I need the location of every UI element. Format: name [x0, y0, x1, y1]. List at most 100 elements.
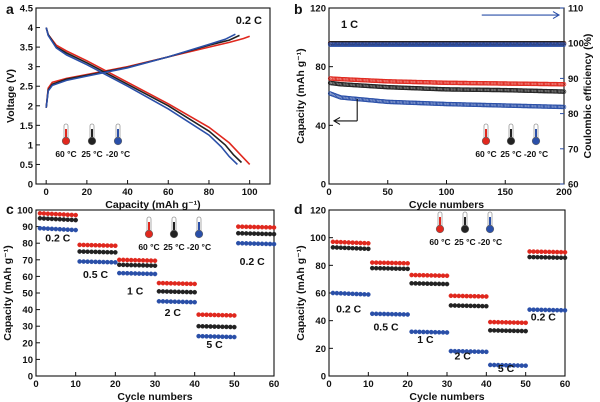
- rate-point: [136, 257, 142, 263]
- capacity-point: [561, 104, 567, 110]
- efficiency-axis-arrow: [481, 11, 561, 20]
- rate-point: [334, 245, 340, 250]
- rate-label: 1 C: [417, 334, 434, 346]
- thermometer-bulb: [194, 229, 204, 239]
- rate-label: 5 C: [206, 339, 223, 351]
- thermometer-mercury: [535, 129, 537, 139]
- rate-point: [140, 263, 146, 268]
- rate-point: [192, 289, 197, 295]
- rate-point: [144, 271, 150, 277]
- rate-label: 0.5 C: [83, 269, 109, 281]
- rate-point: [263, 241, 269, 247]
- rate-point: [128, 271, 134, 276]
- rate-point: [235, 240, 241, 246]
- rate-point: [334, 290, 340, 296]
- rate-point: [350, 240, 355, 245]
- rate-point: [440, 273, 446, 278]
- rate-label: 0.2 C: [240, 256, 266, 268]
- rate-label: 5 C: [498, 363, 515, 375]
- rate-point: [515, 320, 521, 325]
- rate-point: [495, 319, 501, 325]
- rate-point: [342, 245, 348, 251]
- rate-point: [180, 289, 186, 295]
- rate-point: [389, 311, 395, 317]
- rate-point: [397, 266, 403, 271]
- thermometer-bulb: [144, 229, 154, 239]
- y-tick-label: 20: [22, 338, 33, 349]
- rate-point: [255, 224, 261, 230]
- rate-point: [428, 281, 434, 287]
- rate-point: [484, 349, 489, 355]
- rate-series-1-markers: [487, 319, 528, 326]
- rate-point: [89, 242, 94, 248]
- rate-point: [389, 260, 395, 266]
- rate-point: [523, 363, 528, 368]
- rate-series-2-markers: [330, 245, 371, 252]
- rate-series-1-markers: [369, 260, 410, 266]
- legend: 60 °C 25 °C -20 °C: [55, 123, 130, 159]
- rate-series-3-markers: [369, 311, 410, 317]
- rate-point: [385, 266, 391, 271]
- y-tick-label: 40: [315, 316, 326, 327]
- rate-point: [255, 241, 261, 246]
- y-tick-label: 4.5: [20, 4, 34, 15]
- rate-point: [65, 217, 71, 222]
- rate-point: [61, 212, 67, 217]
- rate-point: [527, 254, 532, 260]
- capacity-axis-arrow: [332, 116, 358, 125]
- rate-label: 0.2 C: [45, 233, 71, 245]
- x-axis-label: Cycle numbers: [409, 391, 484, 402]
- rate-series-1-markers: [448, 293, 489, 299]
- rate-point: [53, 211, 59, 217]
- rate-point: [393, 266, 399, 271]
- rate-point: [346, 245, 351, 251]
- rate-point: [220, 312, 225, 318]
- rate-point: [41, 211, 47, 216]
- rate-series-2-markers: [527, 254, 568, 261]
- rate-point: [543, 249, 548, 255]
- rate-label: 1 C: [127, 286, 144, 298]
- rate-point: [224, 312, 229, 318]
- rate-point: [200, 323, 205, 329]
- rate-point: [152, 263, 158, 268]
- y-tick-label: 0: [28, 372, 33, 383]
- rate-point: [271, 225, 277, 230]
- capacity-point: [561, 89, 567, 94]
- panel-d: 0 10 20 30 40 50 60 0 20 40 60 80 100 120 Cycle number…: [294, 201, 570, 402]
- y-tick-label: 90: [22, 222, 33, 233]
- rate-point: [73, 217, 78, 223]
- rate-point: [373, 311, 379, 317]
- rate-point: [53, 226, 59, 232]
- rate-point: [436, 330, 442, 335]
- rate-point: [444, 273, 450, 279]
- rate-point: [168, 299, 174, 304]
- rate-point: [184, 299, 190, 305]
- rate-point: [188, 299, 193, 305]
- rate-point: [338, 239, 344, 245]
- rate-point: [77, 259, 82, 264]
- rate-point: [113, 250, 118, 255]
- rate-point: [385, 260, 391, 266]
- rate-label: 0.2 C: [236, 15, 262, 27]
- rate-point: [523, 320, 528, 326]
- rate-point: [562, 308, 568, 313]
- rate-point: [373, 265, 379, 271]
- rate-point: [468, 293, 473, 299]
- series-efficiency-markers: [327, 42, 567, 47]
- rate-point: [37, 225, 43, 231]
- legend-label: 60 °C: [429, 237, 450, 247]
- rate-point: [49, 226, 55, 232]
- series-capacity-markers: [327, 76, 567, 87]
- rate-point: [267, 231, 273, 237]
- rate-series-2-markers: [196, 323, 237, 330]
- thermometer-mercury: [464, 217, 466, 227]
- x-tick-label: 30: [150, 379, 161, 390]
- rate-point: [480, 349, 485, 355]
- rate-point: [101, 259, 106, 265]
- legend-label: 60 °C: [138, 242, 159, 252]
- rate-point: [93, 259, 98, 265]
- rate-point: [45, 216, 51, 221]
- rate-point: [432, 273, 438, 278]
- panel-letter: b: [294, 1, 303, 17]
- rate-point: [456, 293, 462, 299]
